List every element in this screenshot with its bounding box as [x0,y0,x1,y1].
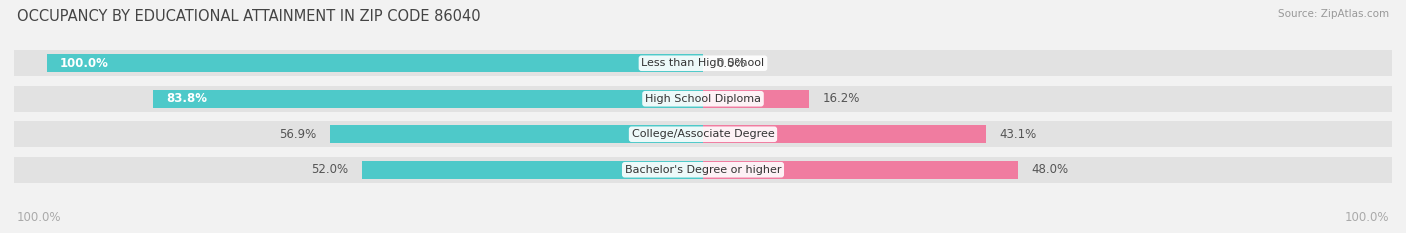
Bar [14,86,1392,112]
Bar [703,161,1018,179]
Bar [703,125,986,144]
Bar [14,157,1392,182]
Text: OCCUPANCY BY EDUCATIONAL ATTAINMENT IN ZIP CODE 86040: OCCUPANCY BY EDUCATIONAL ATTAINMENT IN Z… [17,9,481,24]
Text: High School Diploma: High School Diploma [645,94,761,104]
Text: 16.2%: 16.2% [823,92,860,105]
Bar [46,54,703,72]
Bar [703,89,810,108]
Text: 100.0%: 100.0% [60,57,108,70]
Text: 100.0%: 100.0% [17,211,62,224]
Text: College/Associate Degree: College/Associate Degree [631,129,775,139]
Text: Source: ZipAtlas.com: Source: ZipAtlas.com [1278,9,1389,19]
Bar [14,121,1392,147]
Text: 100.0%: 100.0% [1344,211,1389,224]
Text: 52.0%: 52.0% [312,163,349,176]
Text: 43.1%: 43.1% [998,128,1036,141]
Text: Bachelor's Degree or higher: Bachelor's Degree or higher [624,165,782,175]
Bar [153,89,703,108]
Text: 56.9%: 56.9% [280,128,316,141]
Text: 0.0%: 0.0% [716,57,745,70]
Text: 83.8%: 83.8% [166,92,207,105]
Text: 48.0%: 48.0% [1031,163,1069,176]
Bar [361,161,703,179]
Text: Less than High School: Less than High School [641,58,765,68]
Bar [14,51,1392,76]
Bar [329,125,703,144]
